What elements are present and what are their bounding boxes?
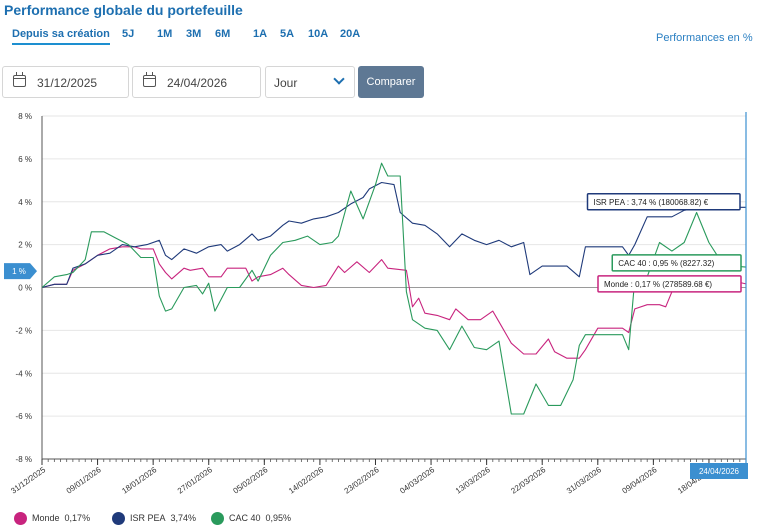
series-tooltips: ISR PEA : 3,74 % (180068.82) € CAC 40 : 0…: [586, 193, 742, 293]
x-axis: 31/12/2025 09/01/2026 18/01/2026 27/01/2026…: [9, 116, 747, 496]
x-tick-label: 31/12/2025: [9, 465, 47, 496]
performance-mode-toggle[interactable]: Performances en %: [656, 32, 753, 44]
series-lines: [41, 162, 747, 415]
cursor-y-label: 1 %: [12, 267, 26, 276]
legend-item-monde[interactable]: Monde 0,17%: [14, 512, 90, 525]
cursor-date-label: 24/04/2026: [699, 467, 740, 476]
cursor-y-badge: [4, 263, 37, 280]
y-tick-label: -8 %: [16, 455, 32, 464]
y-tick-label: 6 %: [18, 155, 32, 164]
y-axis: 8 % 6 % 4 % 2 % 0 % -2 % -4 % -6 % -8 %: [16, 112, 32, 464]
calendar-icon: [143, 72, 156, 87]
granularity-select[interactable]: Jour: [265, 66, 355, 98]
x-tick-label: 22/03/2026: [509, 465, 547, 496]
tab-5a[interactable]: 5A: [280, 28, 295, 40]
y-tick-label: -6 %: [16, 412, 32, 421]
x-tick-label: 04/03/2026: [398, 465, 436, 496]
chevron-down-icon: [333, 73, 345, 85]
tab-since-creation[interactable]: Depuis sa création: [12, 28, 110, 45]
performance-chart: 8 % 6 % 4 % 2 % 0 % -2 % -4 % -6 % -8 % 31/12/20…: [4, 112, 748, 496]
tab-10a[interactable]: 10A: [308, 28, 329, 40]
x-tick-label: 14/02/2026: [287, 465, 325, 496]
x-tick-label: 13/03/2026: [454, 465, 492, 496]
calendar-icon: [13, 72, 26, 87]
legend-value: 3,74%: [170, 512, 197, 523]
page-title: Performance globale du portefeuille: [4, 2, 243, 18]
y-tick-label: -4 %: [16, 369, 32, 378]
tab-3m[interactable]: 3M: [186, 28, 202, 40]
tooltip-box: [611, 254, 742, 272]
tooltip-text: ISR PEA : 3,74 % (180068.82) €: [594, 198, 709, 207]
series-line-cac-40: [41, 162, 747, 415]
series-line-isr-pea: [41, 181, 746, 289]
y-tick-label: 2 %: [18, 241, 32, 250]
cursor-line: 1 % 24/04/2026: [4, 112, 748, 479]
tooltip-box: [586, 193, 741, 211]
legend-dot: [14, 512, 27, 525]
x-tick-label: 18/01/2026: [120, 465, 158, 496]
x-tick-label: 27/01/2026: [176, 465, 214, 496]
y-tick-label: 8 %: [18, 112, 32, 121]
legend-dot: [112, 512, 125, 525]
y-tick-label: -2 %: [16, 326, 32, 335]
tab-20a[interactable]: 20A: [340, 28, 361, 40]
compare-button[interactable]: Comparer: [358, 66, 424, 98]
series-line-monde: [41, 246, 747, 359]
end-date-value: 24/04/2026: [167, 76, 228, 90]
end-date-field[interactable]: 24/04/2026: [132, 66, 261, 98]
tab-6m[interactable]: 6M: [215, 28, 231, 40]
legend-dot: [211, 512, 224, 525]
tooltip-box: [597, 275, 742, 293]
x-tick-label: 09/04/2026: [621, 465, 659, 496]
tooltip-text: Monde : 0,17 % (278589.68 €): [604, 280, 712, 289]
y-tick-label: 4 %: [18, 198, 32, 207]
x-tick-label: 05/02/2026: [231, 465, 269, 496]
start-date-value: 31/12/2025: [37, 76, 98, 90]
start-date-field[interactable]: 31/12/2025: [2, 66, 129, 98]
legend-label: ISR PEA: [130, 512, 166, 523]
x-tick-label: 31/03/2026: [565, 465, 603, 496]
tab-5j[interactable]: 5J: [122, 28, 135, 40]
legend-item-isr-pea[interactable]: ISR PEA 3,74%: [112, 512, 196, 525]
granularity-value: Jour: [274, 76, 298, 90]
cursor-date-badge: [690, 463, 748, 479]
x-tick-label: 09/01/2026: [65, 465, 103, 496]
legend-value: 0,17%: [64, 512, 91, 523]
y-tick-label: 0 %: [18, 284, 32, 293]
legend-value: 0,95%: [265, 512, 292, 523]
x-tick-label: 23/02/2026: [343, 465, 381, 496]
tab-1a[interactable]: 1A: [253, 28, 268, 40]
tooltip-text: CAC 40 : 0,95 % (8227.32): [618, 259, 714, 268]
legend-label: CAC 40: [229, 512, 261, 523]
legend-item-cac-40[interactable]: CAC 40 0,95%: [211, 512, 291, 525]
tab-1m[interactable]: 1M: [157, 28, 173, 40]
legend-label: Monde: [32, 512, 60, 523]
